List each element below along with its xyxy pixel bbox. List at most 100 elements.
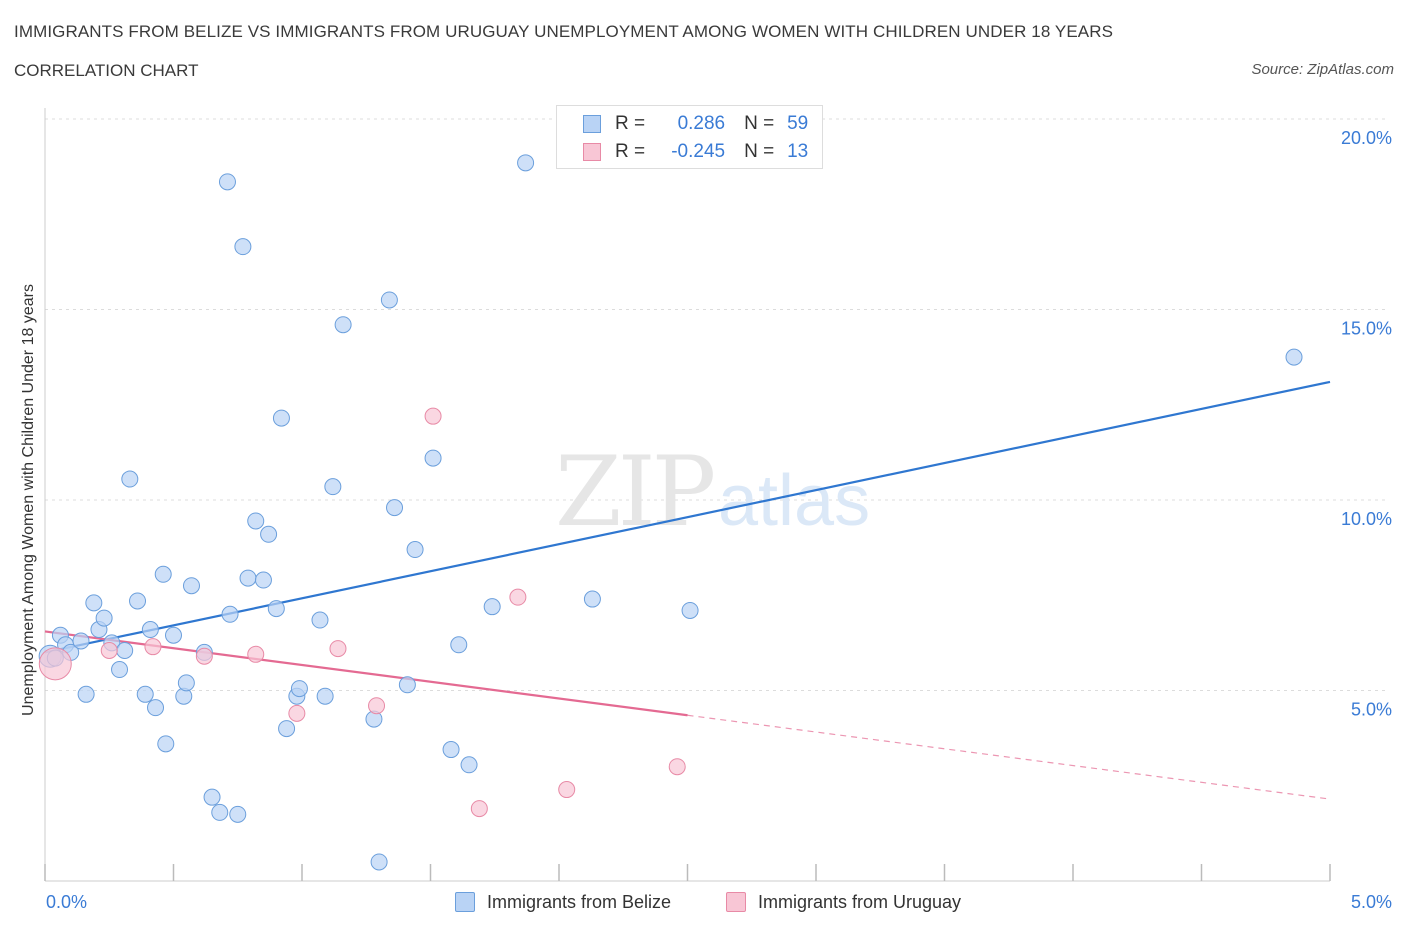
belize-point: [278, 720, 296, 738]
uruguay-point: [100, 641, 118, 659]
belize-point: [386, 499, 404, 517]
legend-n-value: 59: [787, 113, 809, 134]
belize-legend-swatch: [455, 892, 475, 912]
uruguay-legend-swatch: [726, 892, 746, 912]
bottom-legend-uruguay: Immigrants from Uruguay: [726, 889, 961, 915]
belize-point: [583, 590, 601, 608]
uruguay-point: [288, 704, 306, 722]
belize-point: [229, 805, 247, 823]
legend-r-value: 0.286: [677, 113, 726, 134]
belize-point: [111, 661, 129, 679]
watermark: ZIP atlas: [555, 436, 870, 548]
belize-point: [272, 409, 290, 427]
belize-point: [380, 291, 398, 309]
belize-point: [398, 676, 416, 694]
belize-point: [260, 525, 278, 543]
belize-point: [203, 788, 221, 806]
legend-r-label: R =: [615, 141, 646, 162]
y-tick-label: 20.0%: [1341, 128, 1392, 148]
legend-r-label: R =: [615, 113, 646, 134]
uruguay-point: [38, 647, 72, 681]
belize-point: [77, 685, 95, 703]
belize-point: [141, 621, 159, 639]
belize-point: [157, 735, 175, 753]
uruguay-legend-label: Immigrants from Uruguay: [758, 891, 962, 912]
belize-point: [681, 601, 699, 619]
belize-point: [290, 680, 308, 698]
belize-point: [177, 674, 195, 692]
y-axis-label: Unemployment Among Women with Children U…: [20, 284, 37, 716]
belize-point: [121, 470, 139, 488]
belize-point: [424, 449, 442, 467]
belize-point: [316, 687, 334, 705]
belize-point: [116, 641, 134, 659]
tick-labels: 5.0% 10.0% 15.0% 20.0% 0.0% 5.0%: [46, 128, 1392, 912]
belize-trend-line: [44, 380, 1331, 654]
watermark-atlas: atlas: [718, 461, 870, 541]
bottom-legend-belize: Immigrants from Belize: [455, 889, 671, 915]
uruguay-point: [195, 647, 213, 665]
correlation-legend: R = 0.286 N = 59 R = -0.245 N = 13: [556, 105, 823, 169]
belize-point: [182, 577, 200, 595]
belize-point: [1285, 348, 1303, 366]
belize-point: [247, 512, 265, 530]
belize-legend-label: Immigrants from Belize: [487, 891, 672, 912]
belize-point: [324, 478, 342, 496]
belize-point: [267, 600, 285, 618]
belize-point: [147, 699, 165, 717]
belize-point: [442, 741, 460, 759]
axes: [44, 108, 1331, 882]
belize-point: [239, 569, 257, 587]
legend-row-uruguay: R = -0.245 N = 13: [583, 140, 808, 164]
belize-point: [221, 605, 239, 623]
belize-point: [370, 853, 388, 871]
belize-point: [95, 609, 113, 627]
uruguay-swatch: [583, 143, 601, 161]
uruguay-trend-line: [44, 630, 688, 717]
legend-row-belize: R = 0.286 N = 59: [583, 112, 808, 136]
x-tick-label: 0.0%: [46, 892, 87, 912]
belize-point: [406, 541, 424, 559]
y-axis-label-wrap: Unemployment Among Women with Children U…: [14, 120, 44, 880]
belize-point: [517, 154, 535, 172]
legend-r-value: -0.245: [671, 141, 726, 162]
y-tick-label: 5.0%: [1351, 700, 1392, 720]
legend-n-label: N =: [744, 113, 775, 134]
data-points: [38, 154, 1303, 871]
belize-point: [154, 565, 172, 583]
x-tick-label: 5.0%: [1351, 892, 1392, 912]
belize-point: [311, 611, 329, 629]
y-tick-label: 15.0%: [1341, 319, 1392, 339]
belize-point: [165, 626, 182, 644]
uruguay-point: [558, 781, 576, 799]
belize-point: [334, 316, 352, 334]
uruguay-point: [329, 640, 347, 658]
belize-point: [211, 803, 229, 821]
belize-point: [136, 685, 154, 703]
uruguay-point: [668, 758, 686, 776]
uruguay-point: [368, 697, 386, 715]
uruguay-point: [144, 638, 162, 656]
y-tick-label: 10.0%: [1341, 509, 1392, 529]
belize-point: [218, 173, 236, 191]
belize-point: [234, 238, 252, 256]
legend-n-label: N =: [744, 141, 775, 162]
legend-n-value: 13: [787, 141, 809, 162]
chart-subtitle: CORRELATION CHART: [14, 61, 199, 80]
belize-point: [460, 756, 478, 774]
uruguay-point: [424, 407, 442, 425]
belize-point: [483, 598, 501, 616]
belize-swatch: [583, 115, 601, 133]
watermark-zip: ZIP: [555, 436, 714, 548]
belize-point: [129, 592, 147, 610]
source-label: Source: ZipAtlas.com: [1251, 61, 1394, 78]
uruguay-point: [247, 645, 265, 663]
grid-lines: [45, 118, 1385, 691]
uruguay-trend-line-extension: [687, 714, 1331, 800]
belize-point: [450, 636, 468, 654]
belize-point: [72, 632, 90, 650]
belize-point: [85, 594, 103, 612]
uruguay-point: [509, 588, 527, 606]
belize-point: [254, 571, 272, 589]
